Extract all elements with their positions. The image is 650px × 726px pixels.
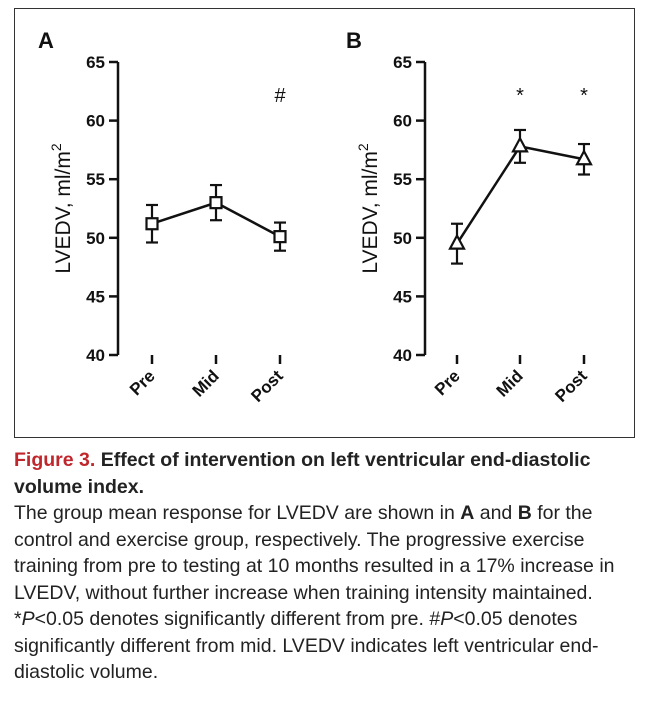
panel-b-significance-marker: * bbox=[516, 85, 524, 107]
panel-a-y-tick-label: 60 bbox=[86, 112, 105, 131]
panel-a-x-tick-label: Mid bbox=[189, 366, 223, 400]
panel-b-data-point bbox=[448, 233, 466, 250]
panel-b-x-tick-label: Mid bbox=[493, 366, 527, 400]
panel-a-x-tick-label: Post bbox=[247, 366, 287, 406]
caption-text-run: <0.05 denotes significantly different fr… bbox=[14, 608, 599, 683]
figure-number: Figure 3. bbox=[14, 449, 96, 471]
panel-a-x-tick-label: Pre bbox=[126, 366, 159, 399]
panel-b-significance-marker: * bbox=[580, 85, 588, 107]
caption-text-run: and bbox=[474, 502, 518, 524]
panel-a-y-axis-title-sup: 2 bbox=[48, 143, 64, 151]
caption-text-run: for the control and exercise group, resp… bbox=[14, 502, 615, 630]
panel-b-y-tick-label: 45 bbox=[393, 287, 412, 306]
panel-a-y-tick-label: 50 bbox=[86, 229, 105, 248]
panel-a-data-point bbox=[209, 196, 223, 210]
caption-text-run: B bbox=[517, 502, 532, 524]
panel-a-data-point bbox=[145, 217, 159, 231]
panel-b-y-axis-title-text: LVEDV, ml/m bbox=[359, 151, 382, 274]
panel-b-letter: B bbox=[346, 28, 362, 53]
panel-b-x-tick-label: Post bbox=[551, 366, 591, 406]
panel-a-y-tick-label: 55 bbox=[86, 170, 105, 189]
panel-a-y-axis-title-text: LVEDV, ml/m bbox=[52, 151, 75, 274]
panel-a-y-tick-label: 40 bbox=[86, 346, 105, 365]
panel-a-significance-marker: # bbox=[274, 85, 286, 107]
panel-a-y-tick-label: 45 bbox=[86, 287, 105, 306]
panel-b-y-axis-title: LVEDV, ml/m2 bbox=[355, 143, 382, 274]
figure-frame bbox=[14, 8, 635, 438]
panel-a-data-point bbox=[273, 230, 287, 244]
panel-b-y-tick-label: 50 bbox=[393, 229, 412, 248]
panel-b-data-point bbox=[575, 148, 593, 166]
panel-b-y-axis-title-sup: 2 bbox=[355, 143, 371, 151]
caption-description: The group mean response for LVEDV are sh… bbox=[14, 500, 636, 686]
panel-a-y-axis-title: LVEDV, ml/m2 bbox=[48, 143, 75, 274]
caption-text-run: A bbox=[460, 502, 475, 524]
panel-a-letter: A bbox=[38, 28, 54, 53]
panel-a-y-tick-label: 65 bbox=[86, 53, 105, 72]
caption-text-run: P bbox=[440, 608, 454, 630]
panel-a: A 40 45 50 55 60 65 Pre Mid Post LVEDV, ml/m2 # bbox=[38, 28, 287, 406]
figure-title: Effect of intervention on left ventricul… bbox=[14, 449, 591, 498]
caption-text-run: <0.05 denotes significantly different fr… bbox=[34, 608, 441, 630]
panel-b-y-tick-label: 55 bbox=[393, 170, 412, 189]
caption-title: Figure 3. Effect of intervention on left… bbox=[14, 447, 636, 500]
panel-b: B 40 45 50 55 60 65 Pre Mid Post LVEDV, ml/m2 * * bbox=[346, 28, 593, 406]
panel-b-x-tick-label: Pre bbox=[431, 366, 464, 399]
panel-b-y-tick-label: 60 bbox=[393, 112, 412, 131]
panel-b-y-tick-label: 40 bbox=[393, 346, 412, 365]
panel-b-data-point bbox=[511, 136, 529, 153]
panel-b-y-tick-label: 65 bbox=[393, 53, 412, 72]
caption-text-run: P bbox=[21, 608, 35, 630]
caption-text-run: The group mean response for LVEDV are sh… bbox=[14, 502, 461, 524]
figure-caption: Figure 3. Effect of intervention on left… bbox=[14, 447, 636, 686]
